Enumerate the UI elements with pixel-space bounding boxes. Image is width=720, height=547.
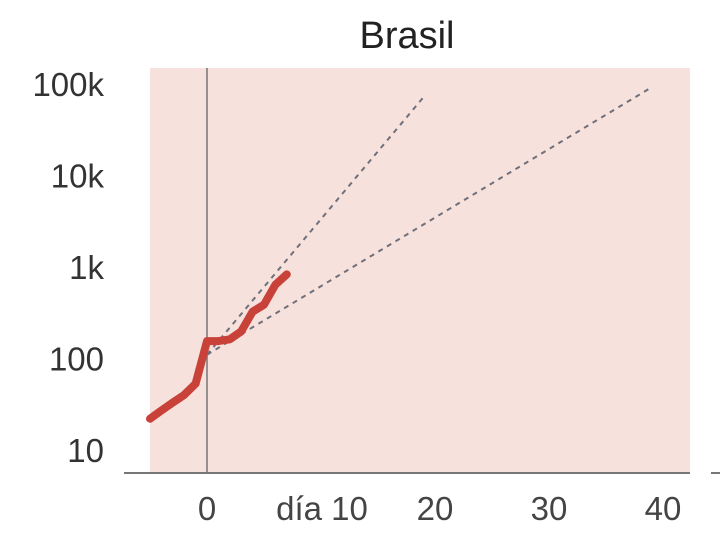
y-tick-label: 100k [32,66,104,103]
y-tick-label: 1k [69,249,104,286]
guide-lines [206,86,653,356]
x-tick-label: 20 [417,490,454,527]
x-tick-label: 40 [645,490,682,527]
x-tick-labels: 0 día 10 20 30 40 [198,490,682,527]
guide-line-2 [206,86,653,356]
y-tick-labels: 10 100 1k 10k 100k [32,66,104,469]
series-line-1 [146,270,291,423]
y-tick-label: 10k [51,158,105,195]
guide-line-1 [206,96,425,356]
y-tick-label: 100 [49,341,104,378]
x-tick-label: 30 [531,490,568,527]
chart-title: Brasil [359,15,454,57]
x-tick-label: 0 [198,490,216,527]
plot-background [150,68,690,473]
series-group [146,270,291,423]
x-tick-label: día 10 [276,490,368,527]
y-tick-label: 10 [67,432,104,469]
